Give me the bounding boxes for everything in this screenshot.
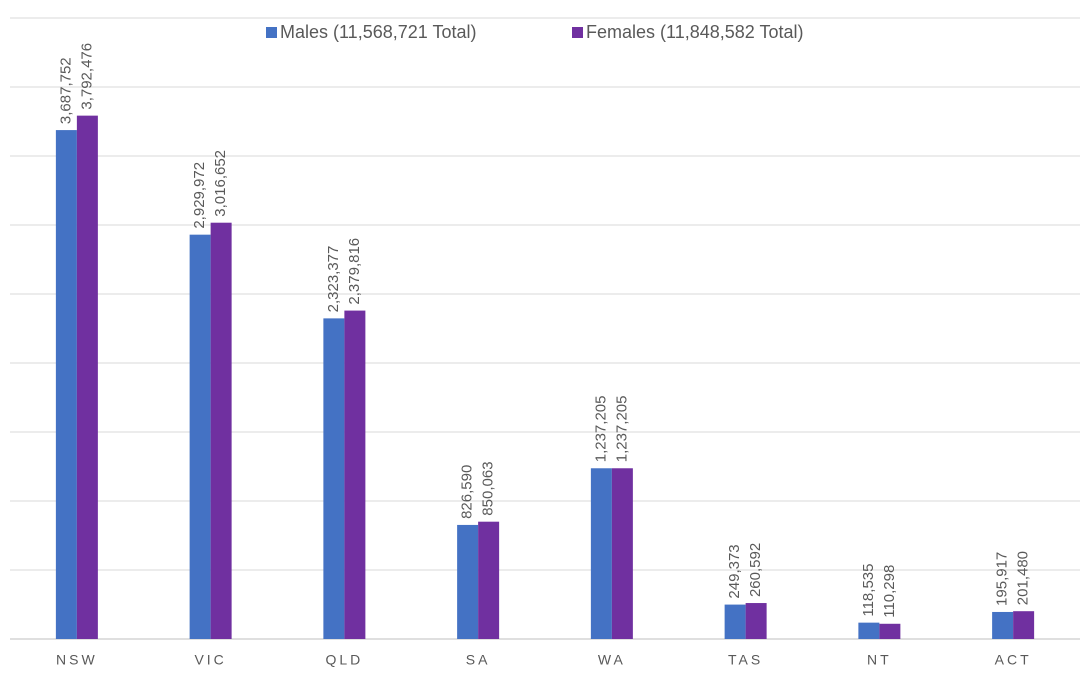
- bar: [745, 603, 767, 639]
- x-tick-label: ACT: [995, 652, 1032, 668]
- x-tick-label: SA: [466, 652, 491, 668]
- data-label: 826,590: [459, 465, 476, 519]
- data-label: 260,592: [747, 543, 764, 597]
- x-tick-label: NSW: [56, 652, 98, 668]
- bar: [323, 318, 345, 639]
- data-label: 249,373: [726, 544, 743, 598]
- data-label: 1,237,205: [613, 396, 630, 463]
- bar: [76, 115, 98, 640]
- x-tick-label: NT: [867, 652, 892, 668]
- x-tick-label: QLD: [325, 652, 363, 668]
- data-label: 1,237,205: [592, 396, 609, 463]
- data-label: 3,687,752: [57, 57, 74, 124]
- bar: [879, 623, 901, 639]
- bar: [611, 468, 633, 639]
- legend-label: Males (11,568,721 Total): [280, 22, 476, 42]
- legend-swatch: [266, 27, 277, 38]
- bar: [457, 524, 479, 639]
- x-tick-label: WA: [598, 652, 626, 668]
- data-label: 3,016,652: [212, 150, 229, 217]
- data-label: 2,929,972: [191, 162, 208, 229]
- data-label: 2,323,377: [325, 246, 342, 313]
- x-tick-label: VIC: [194, 652, 226, 668]
- data-label: 2,379,816: [346, 238, 363, 305]
- data-label: 118,535: [860, 564, 877, 617]
- legend-swatch: [572, 27, 583, 38]
- bar: [344, 310, 366, 639]
- bar: [478, 521, 500, 639]
- legend-label: Females (11,848,582 Total): [586, 22, 803, 42]
- bar: [210, 222, 232, 639]
- bar: [1013, 611, 1035, 639]
- bar: [992, 611, 1014, 639]
- data-label: 195,917: [994, 552, 1011, 606]
- bar: [724, 604, 746, 639]
- data-label: 201,480: [1015, 551, 1032, 605]
- data-label: 110,298: [881, 565, 898, 618]
- data-label: 3,792,476: [78, 43, 95, 110]
- bar: [55, 130, 77, 640]
- bar: [189, 234, 211, 639]
- x-tick-label: TAS: [728, 652, 763, 668]
- bar: [858, 622, 880, 639]
- bar: [590, 468, 612, 639]
- data-label: 850,063: [480, 461, 497, 515]
